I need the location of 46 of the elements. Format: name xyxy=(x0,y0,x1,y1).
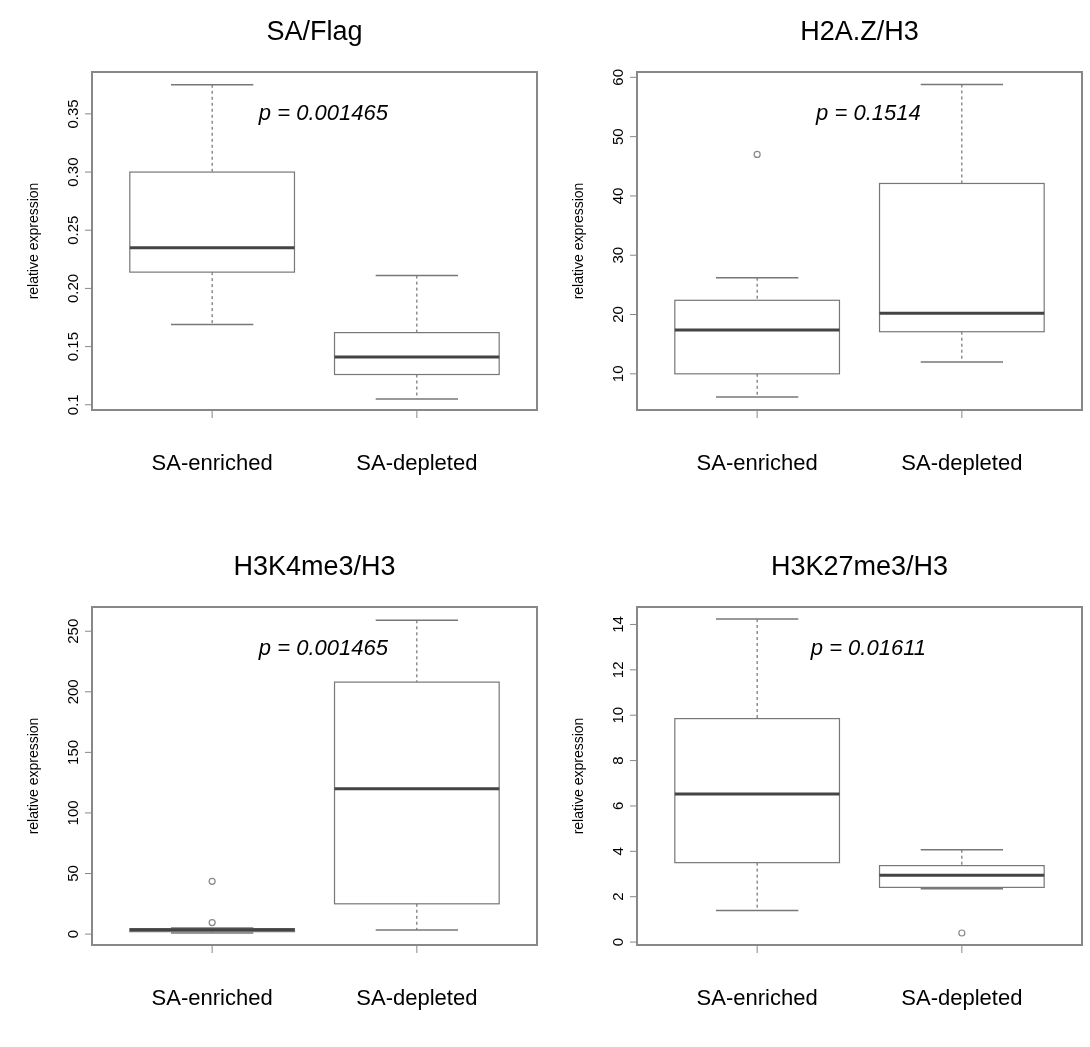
y-tick-label: 0.35 xyxy=(64,99,81,129)
y-tick-label: 8 xyxy=(609,756,626,765)
y-tick-label: 40 xyxy=(609,187,626,205)
x-tick-label: SA-depleted xyxy=(901,450,1023,475)
y-tick-label: 100 xyxy=(64,800,81,826)
y-tick-label: 60 xyxy=(609,68,626,86)
y-axis-title: relative expression xyxy=(25,182,41,300)
annotation: p = 0.001465 xyxy=(257,100,389,125)
y-tick-label: 12 xyxy=(609,661,626,679)
y-tick-label: 0.20 xyxy=(64,273,81,304)
x-tick-label: SA-enriched xyxy=(696,985,818,1010)
y-tick-label: 0.15 xyxy=(64,331,81,362)
chart-title: H3K27me3/H3 xyxy=(770,551,949,581)
y-tick-label: 10 xyxy=(609,365,626,383)
chart-title: H3K4me3/H3 xyxy=(233,551,396,581)
y-tick-label: 0 xyxy=(609,937,626,947)
y-tick-label: 250 xyxy=(64,618,81,644)
annotation: p = 0.1514 xyxy=(815,100,921,125)
x-tick-label: SA-depleted xyxy=(356,985,478,1010)
y-tick-label: 10 xyxy=(609,706,626,724)
y-tick-label: 0.30 xyxy=(64,157,81,187)
x-tick-label: SA-enriched xyxy=(151,450,273,475)
y-tick-label: 20 xyxy=(609,306,626,323)
y-tick-label: 150 xyxy=(64,739,81,765)
chart-title: SA/Flag xyxy=(266,16,363,46)
y-tick-label: 2 xyxy=(609,892,626,901)
y-tick-label: 6 xyxy=(609,801,626,811)
y-tick-label: 0.1 xyxy=(64,394,81,416)
chart-title: H2A.Z/H3 xyxy=(800,16,919,46)
y-tick-label: 200 xyxy=(64,679,81,705)
x-tick-label: SA-depleted xyxy=(356,450,478,475)
y-tick-label: 14 xyxy=(609,616,626,633)
y-axis-title: relative expression xyxy=(570,717,586,835)
annotation: p = 0.01611 xyxy=(809,635,926,660)
x-tick-label: SA-enriched xyxy=(151,985,273,1010)
y-tick-label: 50 xyxy=(609,128,626,145)
y-axis-title: relative expression xyxy=(25,717,41,835)
y-tick-label: 50 xyxy=(64,865,81,882)
y-tick-label: 0 xyxy=(64,929,81,939)
y-tick-label: 30 xyxy=(609,246,626,264)
y-tick-label: 4 xyxy=(609,847,626,856)
y-tick-label: 0.25 xyxy=(64,215,81,245)
y-axis-title: relative expression xyxy=(570,182,586,300)
x-tick-label: SA-enriched xyxy=(696,450,818,475)
x-tick-label: SA-depleted xyxy=(901,985,1023,1010)
annotation: p = 0.001465 xyxy=(257,635,389,660)
